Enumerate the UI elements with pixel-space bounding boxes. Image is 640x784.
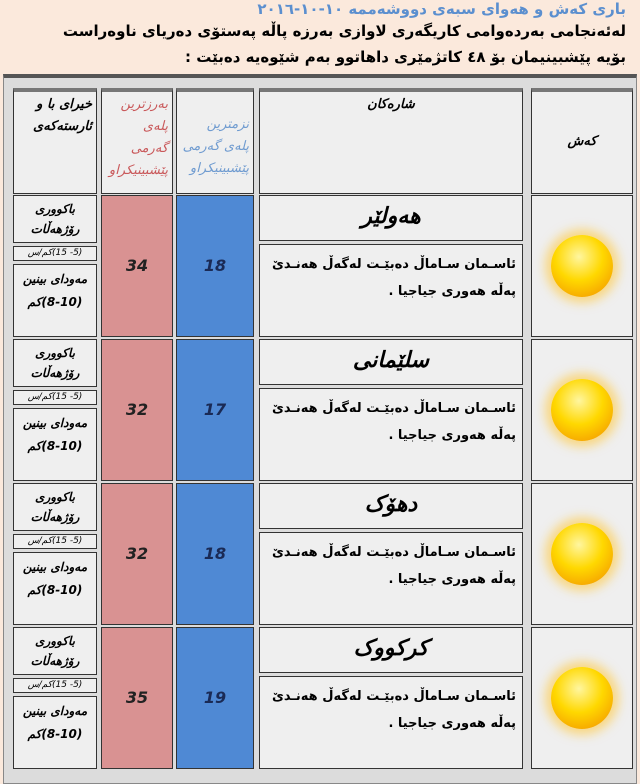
max-temp-cell: 34 [101,195,173,337]
forecast-title: باری کەش و هەوای سبەی دووشەممە ١٠-١٠-٢٠١… [257,0,626,18]
wind-direction: باکووری رۆژهەڵات [13,339,97,387]
weather-description: ئاسـمان سـاماڵ دەبێـت لەگەڵ هەنـدێ پەڵە … [259,676,523,769]
sun-icon [551,667,613,729]
min-temp: 18 [203,544,227,563]
weather-description: ئاسـمان سـاماڵ دەبێـت لەگەڵ هەنـدێ پەڵە … [259,244,523,337]
max-temp: 35 [125,688,149,707]
wind-direction: باکووری رۆژهەڵات [13,483,97,531]
weather-icon-cell [531,627,633,769]
wind-speed: (5- 15)کم/س [13,390,97,405]
forecast-table: خیرای با و ئارستەکەی بەرزترین پلەی گەرمی… [3,74,637,784]
max-temp: 34 [125,256,149,275]
weather-description: ئاسـمان سـاماڵ دەبێـت لەگەڵ هەنـدێ پەڵە … [259,388,523,481]
city-name: سلێمانی [259,339,523,385]
min-temp-cell: 19 [176,627,254,769]
max-temp-cell: 32 [101,339,173,481]
max-temp-cell: 32 [101,483,173,625]
min-temp-cell: 18 [176,483,254,625]
header-cities: شارەکان [259,88,523,194]
city-name: دهۆک [259,483,523,529]
sun-icon [551,235,613,297]
max-temp: 32 [125,544,149,563]
wind-speed: (5- 15)کم/س [13,246,97,261]
visibility: مەودای بینین (10-8)کم [13,264,97,337]
visibility: مەودای بینین (10-8)کم [13,408,97,481]
forecast-intro-line1: لەئەنجامی بەردەوامی کاریگەری لاوازی بەرز… [62,22,626,40]
min-temp-cell: 17 [176,339,254,481]
min-temp-cell: 18 [176,195,254,337]
wind-direction: باکووری رۆژهەڵات [13,627,97,675]
max-temp: 32 [125,400,149,419]
visibility: مەودای بینین (10-8)کم [13,552,97,625]
sun-icon [551,523,613,585]
wind-speed: (5- 15)کم/س [13,534,97,549]
min-temp: 18 [203,256,227,275]
header-max-temp: بەرزترین پلەی گەرمی پێشبینیکراو [101,88,173,194]
weather-description: ئاسـمان سـاماڵ دەبێـت لەگەڵ هەنـدێ پەڵە … [259,532,523,625]
min-temp: 19 [203,688,227,707]
sun-icon [551,379,613,441]
weather-icon-cell [531,339,633,481]
weather-icon-cell [531,195,633,337]
visibility: مەودای بینین (10-8)کم [13,696,97,769]
header-min-temp: نزمترین پلەی گەرمی پێشبینیکراو [176,88,254,194]
city-name: کرکووک [259,627,523,673]
wind-direction: باکووری رۆژهەڵات [13,195,97,243]
city-name: هەولێر [259,195,523,241]
max-temp-cell: 35 [101,627,173,769]
header-wind: خیرای با و ئارستەکەی [13,88,97,194]
weather-icon-cell [531,483,633,625]
min-temp: 17 [203,400,227,419]
header-weather: کەش [531,88,633,194]
wind-speed: (5- 15)کم/س [13,678,97,693]
forecast-intro-line2: بۆیە پێشبینیمان بۆ ٤٨ کاتژمێری داهاتوو ب… [185,48,626,66]
